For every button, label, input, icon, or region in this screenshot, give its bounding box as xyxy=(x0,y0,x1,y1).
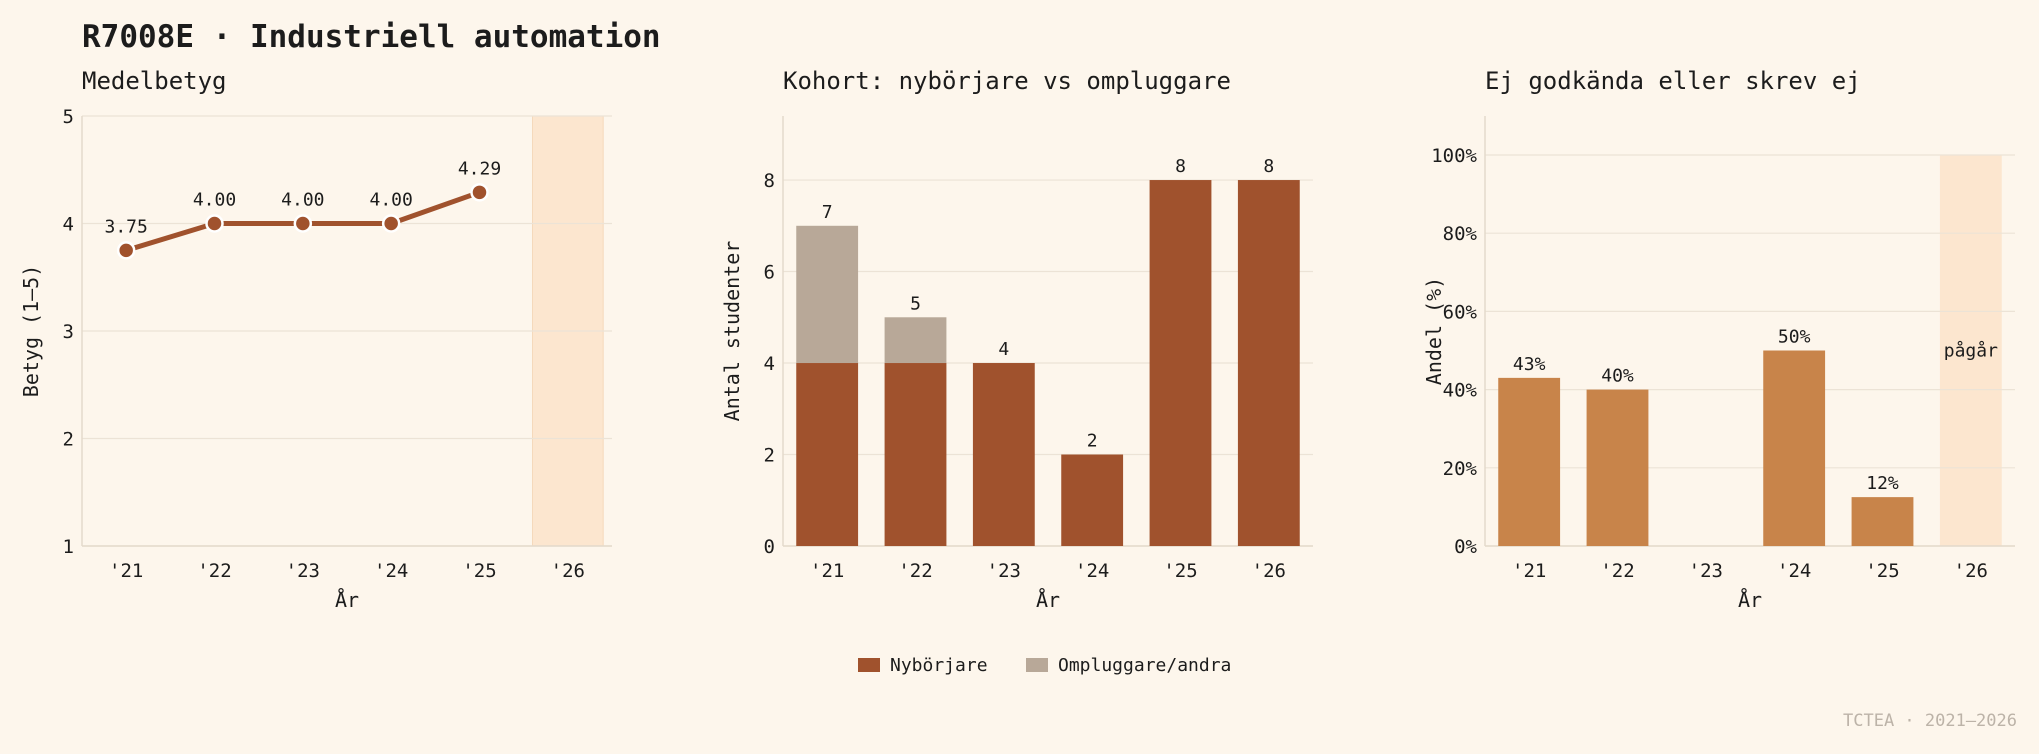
figure-title: R7008E · Industriell automation xyxy=(82,19,661,55)
kohort-xtick: '25 xyxy=(1163,560,1197,582)
kohort-ytick: 8 xyxy=(764,170,775,192)
ejgodkanda-title: Ej godkända eller skrev ej xyxy=(1485,67,1861,95)
ejgodkanda-data-label: 12% xyxy=(1866,473,1899,494)
kohort-ytick: 6 xyxy=(764,262,775,284)
kohort-bar-ompluggare xyxy=(884,317,947,364)
medelbetyg-data-label: 4.00 xyxy=(281,190,324,211)
ejgodkanda-ylabel: Andel (%) xyxy=(1422,277,1446,385)
kohort-bar-nyborjare xyxy=(1149,180,1212,547)
ejgodkanda-bar xyxy=(1763,350,1826,546)
legend-swatch-ompluggare xyxy=(1026,658,1048,672)
kohort-total-label: 8 xyxy=(1263,156,1274,177)
ejgodkanda-ytick: 40% xyxy=(1443,380,1478,402)
ejgodkanda-ytick: 80% xyxy=(1443,223,1478,245)
kohort-total-label: 5 xyxy=(910,293,921,314)
medelbetyg-data-label: 4.00 xyxy=(369,190,412,211)
ejgodkanda-bar xyxy=(1498,377,1561,546)
ejgodkanda-bar xyxy=(1586,389,1649,546)
medelbetyg-ytick: 4 xyxy=(63,214,74,236)
medelbetyg-data-label: 3.75 xyxy=(104,216,147,237)
kohort-ytick: 0 xyxy=(764,536,775,558)
kohort-xtick: '22 xyxy=(898,560,932,582)
kohort-total-label: 4 xyxy=(998,339,1009,360)
medelbetyg-point xyxy=(381,214,401,233)
panel-ej-godkanda: Ej godkända eller skrev ej 0% 20% 40% 60% 80%… xyxy=(1422,67,2015,612)
ejgodkanda-xtick: '25 xyxy=(1865,560,1899,582)
medelbetyg-xtick: '25 xyxy=(462,560,496,582)
legend: Nybörjare Ompluggare/andra xyxy=(858,655,1231,676)
ejgodkanda-ongoing-label: pågår xyxy=(1944,341,1998,362)
kohort-bar-nyborjare xyxy=(884,363,947,546)
ejgodkanda-ytick: 20% xyxy=(1443,458,1478,480)
ejgodkanda-ytick: 0% xyxy=(1454,536,1477,558)
medelbetyg-xtick: '22 xyxy=(197,560,231,582)
kohort-total-label: 2 xyxy=(1087,431,1098,452)
legend-swatch-nyborjare xyxy=(858,658,880,672)
kohort-bar-nyborjare xyxy=(796,363,859,546)
legend-label-nyborjare: Nybörjare xyxy=(890,655,988,676)
panel-medelbetyg: Medelbetyg 1 2 3 4 5 '21 '22 '23 '24 '25 '26 År Betyg… xyxy=(19,67,612,612)
kohort-bar-nyborjare xyxy=(972,363,1035,546)
kohort-total-label: 8 xyxy=(1175,156,1186,177)
kohort-xtick: '23 xyxy=(987,560,1021,582)
ejgodkanda-xtick: '24 xyxy=(1777,560,1811,582)
medelbetyg-ytick: 2 xyxy=(63,429,74,451)
medelbetyg-point xyxy=(293,214,313,233)
ejgodkanda-xtick: '21 xyxy=(1512,560,1546,582)
medelbetyg-point xyxy=(205,214,224,233)
ejgodkanda-xtick: '26 xyxy=(1954,560,1988,582)
kohort-xtick: '21 xyxy=(810,560,844,582)
medelbetyg-ytick: 3 xyxy=(63,321,74,343)
medelbetyg-xtick: '23 xyxy=(286,560,320,582)
medelbetyg-ytick: 5 xyxy=(63,106,74,128)
kohort-ylabel: Antal studenter xyxy=(720,241,744,422)
kohort-ytick: 4 xyxy=(764,353,775,375)
medelbetyg-point xyxy=(116,241,136,260)
medelbetyg-data-label: 4.00 xyxy=(193,190,236,211)
kohort-bar-nyborjare xyxy=(1061,454,1124,546)
medelbetyg-xlabel: År xyxy=(335,588,359,612)
kohort-total-label: 7 xyxy=(822,202,833,223)
kohort-xtick: '26 xyxy=(1252,560,1286,582)
medelbetyg-ytick: 1 xyxy=(63,536,74,558)
ejgodkanda-data-label: 40% xyxy=(1601,366,1634,387)
ejgodkanda-data-label: 50% xyxy=(1778,327,1811,348)
ejgodkanda-xtick: '22 xyxy=(1600,560,1634,582)
legend-label-ompluggare: Ompluggare/andra xyxy=(1058,655,1231,676)
footer: TCTEA · 2021–2026 xyxy=(1843,711,2017,731)
kohort-xlabel: År xyxy=(1036,588,1060,612)
medelbetyg-xtick: '24 xyxy=(374,560,408,582)
kohort-ytick: 2 xyxy=(764,445,775,467)
ejgodkanda-xtick: '23 xyxy=(1689,560,1723,582)
kohort-xtick: '24 xyxy=(1075,560,1109,582)
ejgodkanda-ytick: 100% xyxy=(1431,145,1477,167)
ejgodkanda-ongoing-band xyxy=(1939,155,2002,546)
medelbetyg-xtick: '21 xyxy=(109,560,143,582)
medelbetyg-xtick: '26 xyxy=(551,560,585,582)
medelbetyg-point xyxy=(470,183,489,202)
ejgodkanda-data-label: 43% xyxy=(1513,354,1546,375)
medelbetyg-title: Medelbetyg xyxy=(82,67,227,95)
panel-kohort: Kohort: nybörjare vs ompluggare 0 2 4 6 8 '21 '… xyxy=(720,67,1313,612)
kohort-title: Kohort: nybörjare vs ompluggare xyxy=(783,67,1231,95)
medelbetyg-ylabel: Betyg (1–5) xyxy=(19,265,43,397)
kohort-bar-ompluggare xyxy=(796,225,859,364)
ejgodkanda-bar xyxy=(1851,497,1914,546)
medelbetyg-data-label: 4.29 xyxy=(458,158,501,179)
ejgodkanda-ytick: 60% xyxy=(1443,301,1478,323)
kohort-bar-nyborjare xyxy=(1237,180,1300,547)
ejgodkanda-xlabel: År xyxy=(1738,588,1762,612)
